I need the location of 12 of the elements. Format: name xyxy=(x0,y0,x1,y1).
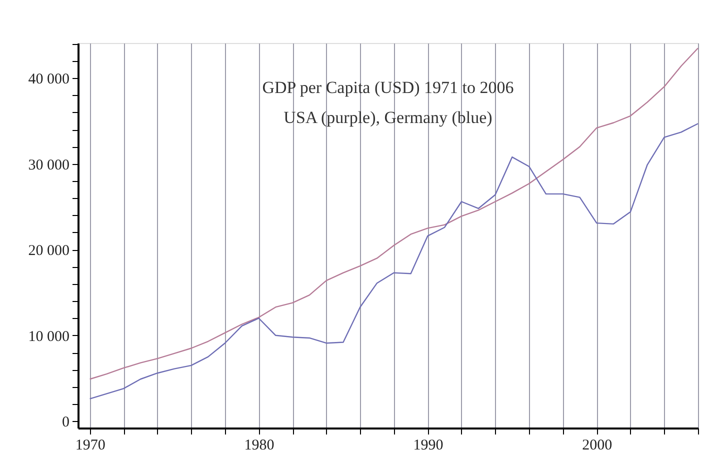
text: GDP per Capita (USD) 1971 to 2006 xyxy=(262,78,514,97)
y-tick-label: 30 000 xyxy=(28,157,70,174)
y-tick-label: 40 000 xyxy=(28,72,70,88)
y-tick-label: 0 xyxy=(62,414,70,431)
text: USA (purple), Germany (blue) xyxy=(284,108,492,127)
y-tick-label: 10 000 xyxy=(28,328,70,345)
x-tick-label: 1990 xyxy=(413,438,444,454)
x-tick-label: 1980 xyxy=(244,438,274,454)
line-series xyxy=(89,48,699,380)
y-tick-label: 20 000 xyxy=(28,243,70,260)
x-tick-label: 2000 xyxy=(582,438,612,454)
x-tick-label: 1970 xyxy=(75,438,106,454)
